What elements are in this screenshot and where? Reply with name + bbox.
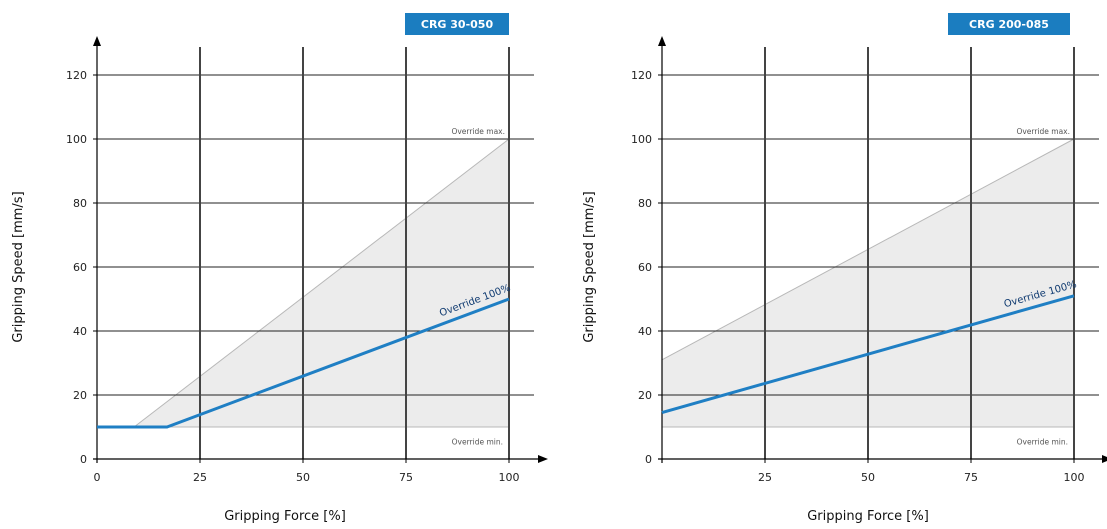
x-axis-arrow [538,455,548,463]
y-tick-label: 40 [73,325,87,338]
y-tick-label: 100 [66,133,87,146]
y-axis-arrow [658,36,666,46]
model-badge [405,13,509,35]
override-max-label: Override max. [1016,127,1070,136]
x-axis-title: Gripping Force [%] [224,509,346,524]
x-tick-label: 75 [964,471,978,484]
x-tick-label: 0 [94,471,101,484]
y-tick-label: 120 [66,69,87,82]
y-axis-title: Gripping Speed [mm/s] [11,191,26,342]
series-line-override-100 [97,297,510,429]
y-tick-label: 80 [638,197,652,210]
y-axis-arrow [93,36,101,46]
model-badge-label: CRG 200-085 [969,18,1049,31]
y-tick-label: 0 [80,453,87,466]
model-badge-label: CRG 30-050 [421,18,494,31]
y-tick-label: 40 [638,325,652,338]
override-min-label: Override min. [452,438,503,447]
x-axis-arrow [1102,455,1107,463]
x-tick-label: 75 [399,471,413,484]
series-line-override-100 [661,294,1075,415]
override-max-line [133,138,510,428]
chart-panel-1: 0 20 40 60 80 100 120 0 25 50 75 100 Override max. Ov… [11,13,548,524]
y-tick-label: 60 [638,261,652,274]
y-tick-label: 20 [73,389,87,402]
x-tick-label: 50 [296,471,310,484]
x-tick-label: 25 [758,471,772,484]
y-tick-label: 100 [631,133,652,146]
y-tick-label: 80 [73,197,87,210]
override-max-label: Override max. [451,127,505,136]
y-axis-title: Gripping Speed [mm/s] [582,191,597,342]
x-tick-label: 25 [193,471,207,484]
x-tick-label: 50 [861,471,875,484]
chart-panel-2: 0 20 40 60 80 100 120 25 50 75 100 Override max. Ove… [582,13,1107,524]
y-tick-label: 60 [73,261,87,274]
x-tick-label: 100 [499,471,520,484]
y-tick-label: 0 [645,453,652,466]
x-axis-title: Gripping Force [%] [807,509,929,524]
override-min-label: Override min. [1017,438,1068,447]
model-badge [948,13,1070,35]
x-tick-label: 100 [1064,471,1085,484]
y-tick-label: 120 [631,69,652,82]
y-tick-label: 20 [638,389,652,402]
